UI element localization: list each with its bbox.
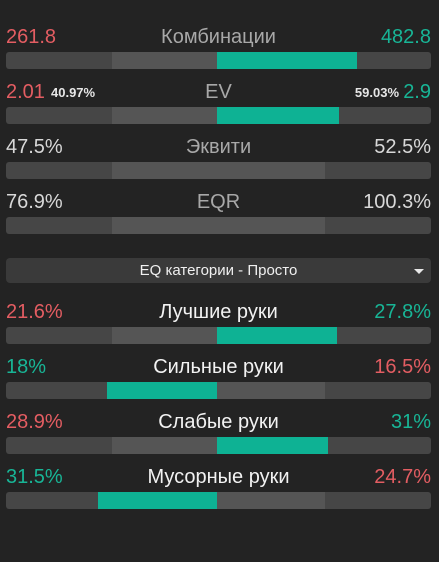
bar-fill — [217, 52, 358, 69]
right-value: 31% — [390, 411, 431, 433]
stat-row: 76.9% EQR 100.3% — [6, 189, 431, 215]
category-strong-hands: 18% Сильные руки 16.5% — [6, 354, 431, 399]
left-value: 76.9% — [6, 191, 63, 213]
category-title: Мусорные руки — [147, 466, 290, 488]
comparison-bar — [6, 492, 431, 509]
category-row: 31.5% Мусорные руки 24.7% — [6, 464, 431, 490]
stat-title: Эквити — [185, 136, 252, 158]
bar-fill — [98, 492, 218, 509]
category-row: 28.9% Слабые руки 31% — [6, 409, 431, 435]
right-value: 24.7% — [374, 466, 431, 488]
category-title: Слабые руки — [158, 411, 279, 433]
stat-row: 261.8 Комбинации 482.8 — [6, 24, 431, 50]
comparison-bar — [6, 327, 431, 344]
right-value: 27.8% — [374, 301, 431, 323]
left-value: 2.01 — [6, 81, 45, 103]
dropdown-label: EQ категории - Просто — [139, 262, 298, 279]
left-percentage: 40.97% — [51, 85, 96, 100]
category-best-hands: 21.6% Лучшие руки 27.8% — [6, 299, 431, 344]
bar-fill — [107, 382, 218, 399]
stat-title: EV — [205, 81, 232, 103]
comparison-bar — [6, 382, 431, 399]
right-value: 16.5% — [374, 356, 431, 378]
left-value: 28.9% — [6, 411, 63, 433]
stat-title: EQR — [196, 191, 241, 213]
right-percentage: 59.03% — [354, 85, 399, 100]
comparison-bar — [6, 437, 431, 454]
bar-fill — [217, 437, 328, 454]
chevron-down-icon — [414, 269, 424, 274]
comparison-bar — [6, 162, 431, 179]
comparison-bar — [6, 107, 431, 124]
stat-eqr: 76.9% EQR 100.3% — [6, 189, 431, 234]
comparison-bar — [6, 217, 431, 234]
right-value: 2.9 — [403, 81, 431, 103]
right-value: 482.8 — [380, 26, 431, 48]
comparison-bar — [6, 52, 431, 69]
category-title: Лучшие руки — [159, 301, 278, 323]
left-value: 261.8 — [6, 26, 57, 48]
category-title: Сильные руки — [153, 356, 284, 378]
stat-equity: 47.5% Эквити 52.5% — [6, 134, 431, 179]
bar-fill — [217, 107, 340, 124]
left-value: 31.5% — [6, 466, 63, 488]
right-value: 100.3% — [363, 191, 431, 213]
category-row: 18% Сильные руки 16.5% — [6, 354, 431, 380]
category-trash-hands: 31.5% Мусорные руки 24.7% — [6, 464, 431, 509]
stat-title: Комбинации — [161, 26, 276, 48]
category-weak-hands: 28.9% Слабые руки 31% — [6, 409, 431, 454]
stat-combinations: 261.8 Комбинации 482.8 — [6, 24, 431, 69]
eq-category-dropdown[interactable]: EQ категории - Просто — [6, 258, 431, 283]
stat-row: 47.5% Эквити 52.5% — [6, 134, 431, 160]
right-value: 52.5% — [374, 136, 431, 158]
left-value: 47.5% — [6, 136, 63, 158]
left-value: 18% — [6, 356, 47, 378]
left-value: 21.6% — [6, 301, 63, 323]
stat-row: 2.01 40.97% EV 59.03% 2.9 — [6, 79, 431, 105]
stat-ev: 2.01 40.97% EV 59.03% 2.9 — [6, 79, 431, 124]
category-row: 21.6% Лучшие руки 27.8% — [6, 299, 431, 325]
bar-fill — [217, 327, 338, 344]
